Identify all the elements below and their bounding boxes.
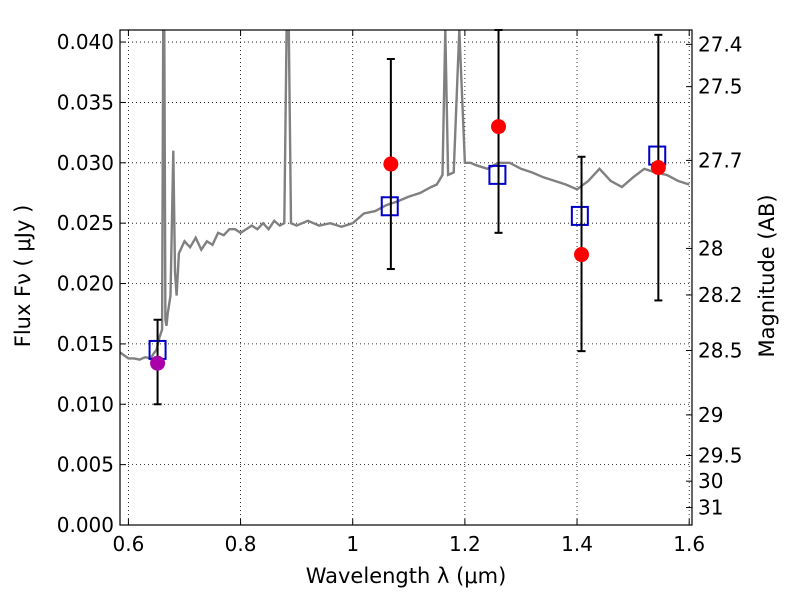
mag-tick-label: 28.2 — [698, 283, 743, 307]
mag-tick-label: 27.5 — [698, 75, 743, 99]
y-tick-label: 0.010 — [57, 392, 114, 416]
mag-tick-label: 27.7 — [698, 148, 743, 172]
observed-point — [574, 247, 590, 263]
plot-content — [120, 29, 690, 406]
x-tick-label: 0.6 — [113, 532, 145, 556]
mag-tick-label: 28 — [698, 236, 723, 260]
x-tick-label: 1.4 — [561, 532, 593, 556]
y-axis-label: Flux Fν ( μJy ) — [11, 205, 35, 348]
y-tick-label: 0.015 — [57, 332, 114, 356]
observed-point — [650, 160, 666, 176]
x-tick-label: 1.6 — [673, 532, 705, 556]
mag-tick-label: 29.5 — [698, 444, 743, 468]
y-tick-label: 0.030 — [57, 151, 114, 175]
y-tick-label: 0.020 — [57, 272, 114, 296]
y-tick-label: 0.025 — [57, 211, 114, 235]
x-tick-label: 1 — [346, 532, 359, 556]
model-point — [380, 196, 399, 217]
observed-point — [383, 156, 399, 172]
tick-labels: 0.6 0.8 1 1.2 1.4 1.6 0.000 0.005 0.010 0.015 0.02… — [57, 30, 743, 556]
x-tick-label: 0.8 — [225, 532, 257, 556]
mag-tick-label: 28.5 — [698, 338, 743, 362]
y-tick-label: 0.000 — [57, 513, 114, 537]
grid-lines — [120, 30, 692, 526]
mag-tick-label: 27.4 — [698, 32, 743, 56]
y-tick-label: 0.005 — [57, 453, 114, 477]
observed-point — [491, 119, 507, 135]
y-tick-label: 0.035 — [57, 90, 114, 114]
mag-tick-label: 29 — [698, 403, 723, 427]
spectrum-line — [120, 30, 690, 361]
plot-frame — [119, 29, 693, 526]
observed-point — [150, 355, 166, 371]
y-tick-label: 0.040 — [57, 30, 114, 54]
tick-marks — [120, 30, 692, 526]
y2-axis-label: Magnitude (AB) — [755, 194, 779, 357]
mag-tick-label: 30 — [698, 469, 723, 493]
model-point — [570, 205, 589, 226]
mag-tick-label: 31 — [698, 496, 723, 520]
x-axis-label: Wavelength λ (μm) — [306, 564, 507, 588]
model-point — [488, 164, 507, 185]
x-tick-label: 1.2 — [449, 532, 481, 556]
